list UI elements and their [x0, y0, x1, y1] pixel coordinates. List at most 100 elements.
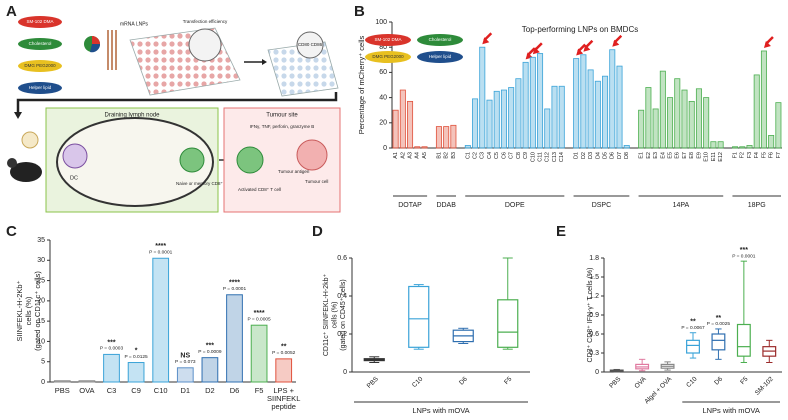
bar — [710, 141, 717, 149]
bar — [103, 353, 120, 383]
y-axis-label: CD3⁺ CD8⁺ IFN-γ⁺ T cells (%) — [587, 268, 594, 363]
bar — [407, 100, 414, 149]
diagram-label: IFNγ, TNF, perforin, granzyme B — [250, 124, 315, 129]
y-tick-label: 1.2 — [589, 293, 599, 300]
x-tick-label: D6 — [713, 375, 724, 386]
y-axis-label: cells (%) — [331, 302, 338, 329]
x-tick-label: SM-102 — [754, 375, 775, 396]
p-value: P = 0.0009 — [198, 349, 222, 355]
bar — [201, 357, 219, 383]
bar — [768, 134, 775, 149]
bar — [746, 145, 753, 149]
y-axis-label: CD11c⁺ SIINFEKL-H-2kb⁺ — [323, 274, 330, 357]
bar — [645, 87, 652, 149]
y-tick-label: 0 — [41, 379, 45, 386]
x-tick-label: E6 — [675, 152, 681, 159]
bar — [558, 85, 565, 149]
bar — [652, 108, 659, 149]
significance: * — [135, 347, 138, 354]
x-tick-label: PBS — [54, 386, 70, 395]
bar — [739, 146, 746, 149]
group-label: DDAB — [436, 202, 456, 209]
diagram-label: DC — [70, 175, 78, 181]
panel-heading: Draining lymph node — [104, 113, 160, 119]
x-tick-label: C5 — [494, 152, 500, 159]
x-tick-label: E2 — [646, 152, 652, 159]
bar — [275, 358, 293, 383]
bar — [515, 78, 522, 149]
p-value: P = 0.0067 — [681, 325, 705, 331]
x-tick-label: A2 — [400, 152, 406, 159]
y-tick-label: 0.3 — [589, 350, 599, 357]
y-tick-label: 0 — [343, 369, 347, 376]
y-tick-label: 20 — [379, 120, 387, 127]
significance: ** — [690, 319, 696, 326]
y-tick-label: 0.4 — [337, 293, 347, 300]
p-value: P = 0.0001 — [149, 250, 173, 256]
bar — [695, 88, 702, 149]
p-value: P = 0.073 — [175, 359, 196, 365]
x-tick-label: F5 — [739, 375, 750, 386]
x-tick-label: C4 — [487, 152, 493, 159]
diagram-label: CD80 CD86 — [298, 42, 323, 47]
bar — [623, 145, 630, 149]
y-tick-label: 0.2 — [337, 331, 347, 338]
x-tick-label: C12 — [545, 152, 551, 162]
x-tick-label: F3 — [747, 152, 753, 158]
bar — [464, 145, 471, 149]
group-label: 14PA — [673, 202, 690, 209]
component-label: Helper lipid — [29, 85, 52, 90]
panel-label: A — [6, 3, 17, 20]
significance: NS — [180, 353, 190, 360]
x-tick-label: E8 — [689, 152, 695, 159]
bar — [551, 85, 558, 149]
bar — [399, 89, 406, 149]
x-tick-label: D4 — [595, 152, 601, 159]
x-tick-label: D2 — [205, 386, 215, 395]
y-tick-label: 100 — [375, 19, 387, 26]
bar — [594, 80, 601, 149]
x-tick-label: B2 — [444, 152, 450, 159]
highlight-arrow-head — [612, 39, 620, 47]
legend-swatch — [417, 51, 463, 63]
schematic: SM-102 DMA Cholesterol DMG PEG2000 Helpe… — [7, 16, 341, 213]
bar — [421, 146, 428, 149]
bar — [703, 97, 710, 149]
legend-label: SM-102 DMA — [374, 37, 401, 42]
bar — [775, 102, 782, 149]
bar — [472, 98, 479, 149]
x-tick-label: F1 — [733, 152, 739, 158]
legend-swatch — [365, 34, 411, 46]
x-tick-label: C11 — [538, 152, 544, 162]
bar — [500, 89, 507, 149]
x-tick-label: F5 — [254, 386, 264, 395]
x-tick-label: C2 — [473, 152, 479, 159]
bar — [667, 97, 674, 149]
x-axis-label: LNPs with mOVA — [412, 406, 469, 415]
bar — [732, 146, 739, 149]
x-tick-label: C10 — [685, 375, 699, 389]
x-tick-label: D8 — [624, 152, 630, 159]
significance: *** — [206, 343, 214, 350]
bar — [573, 58, 580, 149]
x-tick-label: A1 — [393, 152, 399, 159]
diagram-label: Naive or memory CD8⁺ T cells — [176, 181, 238, 186]
x-tick-label: D2 — [581, 152, 587, 159]
y-axis-label: cells (%) — [24, 296, 33, 325]
x-tick-label: D6 — [610, 152, 616, 159]
significance: ** — [716, 315, 722, 322]
x-axis-label: LNPs with mOVA — [702, 406, 759, 415]
x-tick-label: A4 — [415, 152, 421, 159]
y-tick-label: 30 — [37, 257, 45, 264]
legend-swatch — [417, 34, 463, 46]
p-value: P = 0.0003 — [100, 346, 124, 352]
bar — [414, 146, 421, 149]
bar — [250, 324, 268, 383]
y-tick-label: 1.5 — [589, 274, 599, 281]
bar — [176, 367, 194, 383]
x-tick-label: D1 — [180, 386, 191, 395]
y-tick-label: 15 — [37, 318, 45, 325]
box — [686, 339, 700, 354]
p-value: P = 0.0001 — [223, 286, 247, 292]
bar — [53, 380, 71, 383]
